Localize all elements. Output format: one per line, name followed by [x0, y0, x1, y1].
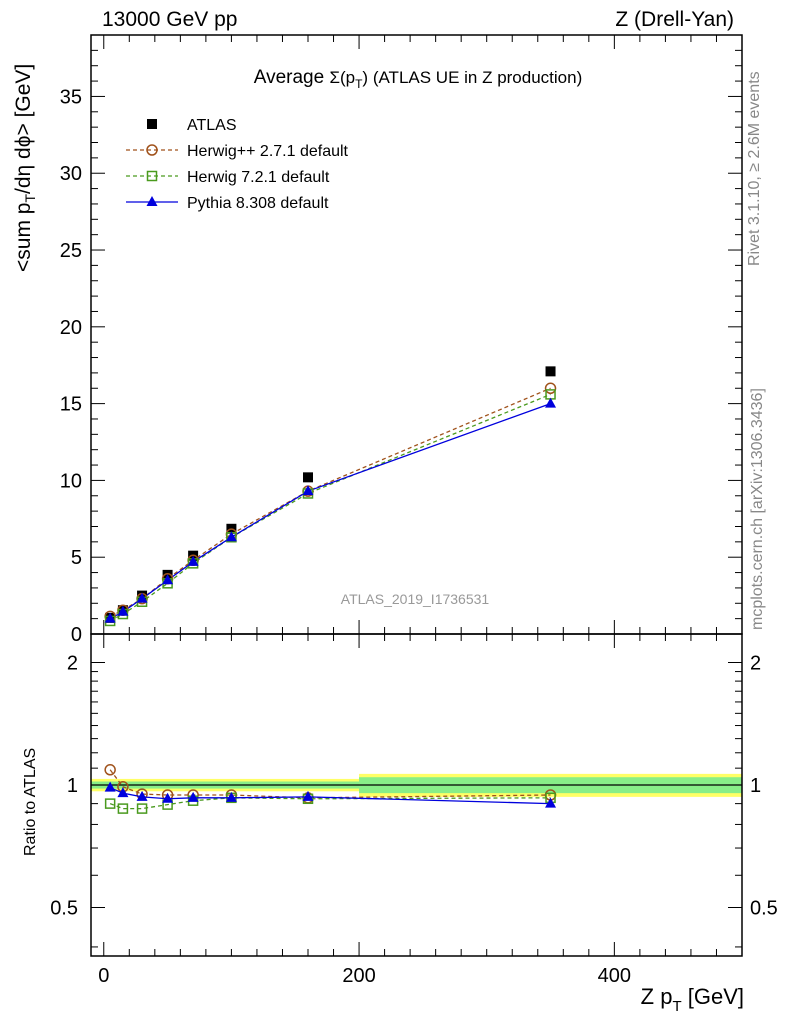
ratio-point-2-7: [545, 797, 557, 808]
data-point-3-1: [117, 605, 129, 616]
data-point-3-4: [187, 555, 199, 566]
title-suffix: (ATLAS UE in Z production): [368, 68, 582, 87]
legend-label-0: ATLAS: [187, 117, 237, 134]
header-left: 13000 GeV pp: [102, 8, 238, 31]
y-tick-label: 20: [60, 317, 82, 339]
chart-title: Average Σ(pT) (ATLAS UE in Z production): [254, 67, 583, 91]
xlabel-unit: [GeV]: [682, 984, 744, 1009]
legend-label-2: Herwig 7.2.1 default: [187, 169, 330, 186]
data-point-3-5: [225, 531, 237, 542]
ratio-series-layer: [104, 764, 557, 814]
ratio-line-1: [109, 797, 551, 810]
header-right: Z (Drell-Yan): [615, 8, 734, 31]
y-tick-label: 15: [60, 394, 82, 416]
series-line-1: [109, 387, 551, 617]
ratio-point-2-1: [117, 787, 129, 798]
axis-ticks: [91, 34, 743, 956]
ratio-point-2-5: [225, 791, 237, 802]
legend: ATLAS Herwig++ 2.7.1 default Herwig 7.2.1 …: [126, 117, 349, 212]
y-tick-label: 10: [60, 470, 82, 492]
xlabel-main: Z p: [641, 984, 673, 1009]
axis-tick-labels: 0 200 400 0 5 10 15 20 25 30 35 0.5 0.5 1 1 2 2: [50, 86, 778, 987]
ratio-point-2-3: [162, 792, 174, 803]
x-axis-label: Z pT [GeV]: [641, 984, 744, 1015]
title-symbol: Σ(p: [329, 68, 355, 87]
legend-marker-1: [146, 144, 158, 156]
legend-label-3: Pythia 8.308 default: [187, 195, 329, 212]
ratio-tick-label-left: 1: [67, 775, 78, 797]
ratio-point-1-0: [104, 798, 116, 809]
data-point-3-3: [162, 574, 174, 585]
ratio-tick-label-right: 0.5: [750, 897, 778, 919]
series-line-3: [109, 403, 551, 620]
data-point-3-0: [104, 612, 116, 623]
ratio-tick-label-right: 2: [750, 653, 761, 675]
y-tick-label: 30: [60, 163, 82, 185]
series-line-2: [109, 393, 551, 622]
legend-marker-2: [146, 170, 158, 182]
x-tick-label: 0: [98, 965, 109, 987]
legend-marker-3: [146, 196, 158, 206]
data-point-3-2: [136, 592, 148, 603]
data-point-1-7: [544, 382, 557, 395]
ratio-line-0: [109, 769, 551, 799]
legend-marker-0: [147, 119, 157, 129]
ratio-plot-frame: [90, 633, 743, 957]
title-subscript: T: [355, 77, 363, 91]
y-tick-label: 25: [60, 240, 82, 262]
ratio-point-1-2: [136, 803, 148, 814]
ratio-point-1-1: [117, 803, 129, 814]
ratio-tick-label-left: 2: [67, 653, 78, 675]
y-tick-label: 35: [60, 86, 82, 108]
data-point-0-7: [545, 366, 556, 377]
ratio-point-2-4: [187, 791, 199, 802]
data-point-3-6: [302, 485, 314, 496]
title-prefix: Average: [254, 67, 330, 88]
ratio-point-2-6: [302, 790, 314, 801]
ratio-tick-label-right: 1: [750, 775, 761, 797]
data-point-3-7: [545, 397, 557, 408]
ratio-point-2-0: [104, 781, 116, 792]
data-point-0-6: [303, 472, 313, 483]
title-close: ): [362, 68, 368, 87]
x-tick-label: 200: [342, 965, 375, 987]
legend-label-1: Herwig++ 2.7.1 default: [187, 143, 349, 160]
xlabel-subscript: T: [672, 998, 681, 1015]
ratio-tick-label-left: 0.5: [50, 897, 78, 919]
x-tick-label: 400: [598, 965, 631, 987]
y-tick-label: 5: [71, 547, 82, 569]
ratio-point-0-0: [104, 764, 116, 776]
y-tick-label: 0: [71, 624, 82, 646]
analysis-watermark: ATLAS_2019_I1736531: [341, 591, 490, 607]
ratio-point-2-2: [136, 790, 148, 801]
series-layer: [104, 366, 557, 627]
